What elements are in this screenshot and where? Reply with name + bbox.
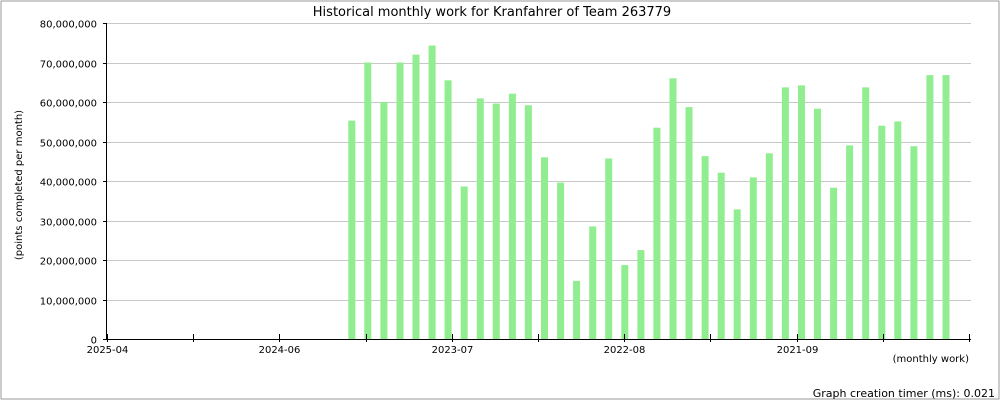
y-tick-label: 0 xyxy=(91,336,97,347)
y-tick-label: 60,000,000 xyxy=(40,99,97,110)
bar xyxy=(589,226,597,339)
bar xyxy=(830,187,838,339)
bar xyxy=(781,87,789,340)
bar xyxy=(557,182,565,339)
bar xyxy=(846,145,854,339)
chart-title: Historical monthly work for Kranfahrer o… xyxy=(313,5,671,20)
bar xyxy=(814,108,821,339)
bar xyxy=(685,107,693,339)
x-tick-label: 2021-09 xyxy=(777,345,819,356)
y-tick-label: 10,000,000 xyxy=(40,297,97,308)
bar xyxy=(573,280,581,339)
bar xyxy=(798,85,805,340)
bar xyxy=(428,45,436,339)
bar xyxy=(862,87,870,340)
axes: 0 10,000,000 20,000,000 30,000,000 40,000,00… xyxy=(40,20,971,356)
x-tick-label: 2023-07 xyxy=(432,345,474,356)
x-tick-label: 2025-04 xyxy=(87,345,129,356)
bar xyxy=(894,121,902,340)
grid-lines xyxy=(107,23,971,340)
bar xyxy=(910,146,918,339)
y-tick-label: 70,000,000 xyxy=(40,60,97,71)
bar xyxy=(878,125,886,339)
bar xyxy=(380,102,388,339)
bar xyxy=(492,103,500,339)
bar xyxy=(621,265,629,339)
bar xyxy=(396,62,404,339)
bar xyxy=(476,98,484,340)
bar xyxy=(637,250,645,339)
bar xyxy=(765,153,773,339)
y-tick-label: 40,000,000 xyxy=(40,178,97,189)
bar xyxy=(926,75,934,339)
bar xyxy=(733,209,741,339)
bar xyxy=(701,156,709,339)
bar xyxy=(653,127,661,339)
bar xyxy=(669,78,677,340)
bar xyxy=(348,120,356,339)
bars xyxy=(348,45,950,340)
bar xyxy=(749,177,757,339)
y-axis-label: (points completed per month) xyxy=(14,110,25,260)
y-tick-label: 30,000,000 xyxy=(40,218,97,229)
x-axis-label: (monthly work) xyxy=(893,354,969,365)
bar xyxy=(524,105,532,339)
graph-timer-text: Graph creation timer (ms): 0.021 xyxy=(813,387,995,400)
bar xyxy=(541,157,548,339)
bar xyxy=(942,75,950,339)
bar xyxy=(717,172,725,339)
y-tick-label: 80,000,000 xyxy=(40,20,97,31)
bar xyxy=(508,93,516,339)
y-tick-label: 20,000,000 xyxy=(40,257,97,268)
x-tick-label: 2024-06 xyxy=(259,345,301,356)
bar xyxy=(460,186,468,339)
bar xyxy=(364,62,372,339)
bar xyxy=(605,158,613,339)
bar xyxy=(412,54,420,339)
x-tick-label: 2022-08 xyxy=(604,345,646,356)
bar xyxy=(444,80,452,340)
y-tick-label: 50,000,000 xyxy=(40,139,97,150)
